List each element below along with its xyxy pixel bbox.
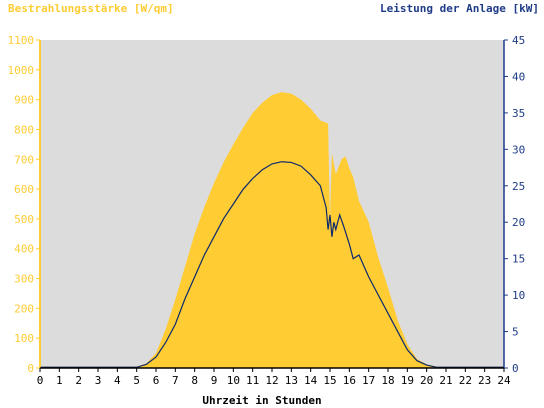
x-tick-label: 13 (285, 374, 298, 387)
x-tick-label: 11 (246, 374, 259, 387)
x-tick-label: 22 (459, 374, 472, 387)
x-tick-label: 9 (211, 374, 218, 387)
x-tick-label: 14 (304, 374, 318, 387)
x-tick-label: 20 (420, 374, 433, 387)
right-tick-label: 40 (512, 70, 525, 83)
axes (36, 39, 508, 372)
left-tick-label: 1100 (8, 34, 35, 47)
left-tick-label: 600 (14, 183, 34, 196)
left-tick-label: 300 (14, 273, 34, 286)
x-tick-label: 17 (362, 374, 375, 387)
x-tick-label: 8 (191, 374, 198, 387)
x-tick-label: 3 (95, 374, 102, 387)
right-tick-label: 45 (512, 34, 525, 47)
x-tick-label: 21 (439, 374, 452, 387)
x-tick-label: 18 (381, 374, 394, 387)
x-tick-label: 5 (133, 374, 140, 387)
x-tick-label: 1 (56, 374, 63, 387)
left-tick-label: 100 (14, 332, 34, 345)
x-tick-label: 19 (401, 374, 414, 387)
right-tick-label: 10 (512, 289, 525, 302)
tick-labels: 0100200300400500600700800900100011000510… (8, 34, 526, 387)
x-tick-label: 23 (478, 374, 491, 387)
x-tick-label: 4 (114, 374, 121, 387)
left-tick-label: 700 (14, 153, 34, 166)
right-tick-label: 20 (512, 216, 525, 229)
left-axis-title: Bestrahlungsstärke [W/qm] (8, 2, 174, 15)
left-tick-label: 200 (14, 302, 34, 315)
left-tick-label: 0 (27, 362, 34, 375)
x-axis-title: Uhrzeit in Stunden (202, 394, 321, 407)
right-tick-label: 35 (512, 107, 525, 120)
x-tick-label: 10 (227, 374, 240, 387)
right-tick-label: 25 (512, 180, 525, 193)
right-tick-label: 0 (512, 362, 519, 375)
right-tick-label: 15 (512, 253, 525, 266)
x-tick-label: 12 (265, 374, 278, 387)
right-axis-title: Leistung der Anlage [kW] (380, 2, 539, 15)
x-tick-label: 15 (323, 374, 336, 387)
left-tick-label: 1000 (8, 64, 35, 77)
irradiance-area (40, 92, 504, 369)
left-tick-label: 400 (14, 243, 34, 256)
left-tick-label: 800 (14, 123, 34, 136)
x-tick-label: 16 (343, 374, 356, 387)
right-tick-label: 5 (512, 326, 519, 339)
x-tick-label: 6 (153, 374, 160, 387)
right-tick-label: 30 (512, 143, 525, 156)
x-tick-label: 7 (172, 374, 179, 387)
x-tick-label: 0 (37, 374, 44, 387)
x-tick-label: 2 (75, 374, 82, 387)
left-tick-label: 500 (14, 213, 34, 226)
power-line (40, 161, 504, 368)
left-tick-label: 900 (14, 94, 34, 107)
x-tick-label: 24 (497, 374, 511, 387)
